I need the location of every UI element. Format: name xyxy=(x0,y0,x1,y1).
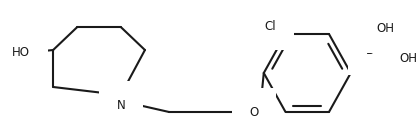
Text: HO: HO xyxy=(12,46,30,59)
Text: B: B xyxy=(366,44,374,58)
Text: O: O xyxy=(250,105,259,119)
Text: OH: OH xyxy=(377,22,395,35)
Text: N: N xyxy=(116,99,125,112)
Text: Cl: Cl xyxy=(264,20,276,33)
Text: OH: OH xyxy=(399,52,417,66)
